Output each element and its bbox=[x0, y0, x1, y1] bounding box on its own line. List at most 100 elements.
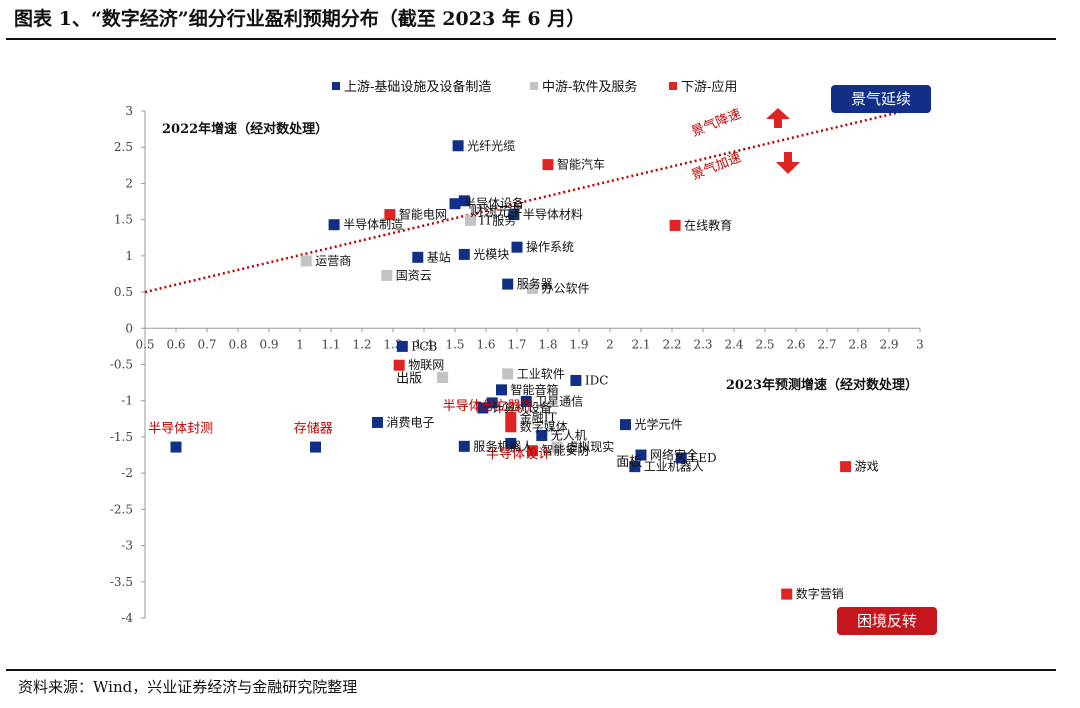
data-point bbox=[635, 449, 647, 461]
quadrant-badge: 困境反转 bbox=[837, 607, 937, 635]
data-label: 半导体设备 bbox=[464, 197, 524, 211]
data-label: 光学元件 bbox=[635, 417, 683, 432]
figure-title: 图表 1、“数字经济”细分行业盈利预期分布（截至 2023 年 6 月） bbox=[14, 8, 586, 30]
legend-label: 上游-基础设施及设备制造 bbox=[344, 79, 491, 95]
data-label: 服务器 bbox=[517, 276, 553, 291]
data-label: 光纤光缆 bbox=[467, 139, 515, 153]
legend-swatch bbox=[669, 82, 677, 90]
data-label: 工业机器人 bbox=[644, 460, 704, 474]
data-point bbox=[675, 452, 687, 464]
legend-item: 上游-基础设施及设备制造 bbox=[332, 79, 491, 95]
x-tick-label: 1.2 bbox=[352, 337, 371, 351]
y-tick-label: -3.5 bbox=[110, 575, 133, 589]
source-divider bbox=[6, 669, 1056, 671]
x-tick-label: 2.5 bbox=[755, 337, 774, 351]
data-point bbox=[505, 421, 517, 433]
x-tick-label: 2.1 bbox=[631, 337, 650, 351]
data-label: 光模块 bbox=[473, 247, 509, 261]
data-point bbox=[300, 255, 312, 267]
data-point bbox=[620, 419, 631, 431]
data-point bbox=[437, 372, 449, 384]
y-tick-label: 3 bbox=[125, 104, 133, 118]
chart-annotation: 景气降速 bbox=[689, 106, 743, 140]
data-point bbox=[542, 159, 554, 171]
x-tick-label: 0.5 bbox=[135, 337, 154, 351]
x-tick-label: 1.5 bbox=[445, 337, 464, 351]
data-point bbox=[669, 219, 681, 231]
chart-annotation: 半导体设计 bbox=[486, 447, 551, 462]
data-point bbox=[520, 395, 532, 407]
data-label: 物联网 bbox=[408, 358, 444, 372]
data-point bbox=[502, 368, 514, 380]
data-point bbox=[508, 209, 520, 221]
data-point bbox=[381, 269, 393, 281]
y-tick-label: -1.5 bbox=[110, 430, 133, 444]
data-point bbox=[396, 340, 408, 352]
data-label: 无人机 bbox=[551, 428, 587, 442]
x-tick-label: 1.6 bbox=[476, 337, 495, 351]
data-label: 消费电子 bbox=[387, 415, 435, 429]
x-tick-label: 0.9 bbox=[259, 337, 278, 351]
data-point bbox=[840, 461, 852, 473]
data-label: 智能汽车 bbox=[557, 157, 605, 172]
legend-swatch bbox=[530, 82, 538, 90]
y-tick-label: -0.5 bbox=[110, 358, 133, 372]
data-point bbox=[511, 241, 523, 253]
badge-label: 困境反转 bbox=[857, 612, 917, 630]
x-tick-label: 3 bbox=[916, 337, 924, 351]
data-point bbox=[477, 402, 489, 414]
chart-annotation: 面板 bbox=[616, 455, 642, 470]
x-tick-label: 0.8 bbox=[228, 337, 247, 351]
x-tick-label: 2.8 bbox=[848, 337, 867, 351]
chart-annotation: 财领元宇 bbox=[471, 205, 523, 220]
quadrant-badge: 景气延续 bbox=[831, 85, 931, 113]
data-label: 工业软件 bbox=[517, 367, 565, 381]
data-point bbox=[629, 461, 641, 473]
data-point bbox=[536, 429, 548, 441]
data-point bbox=[328, 219, 340, 231]
data-point bbox=[502, 278, 514, 290]
x-tick-label: 2.4 bbox=[724, 337, 743, 351]
arrow-up-icon bbox=[766, 108, 790, 128]
data-label: IT服务 bbox=[480, 212, 517, 227]
legend-item: 中游-软件及服务 bbox=[530, 79, 637, 95]
x-tick-label: 1.9 bbox=[569, 337, 588, 351]
data-point bbox=[170, 441, 182, 453]
chart-annotation: 景气加速 bbox=[689, 149, 743, 183]
badge-label: 景气延续 bbox=[851, 90, 911, 108]
x-tick-label: 2.9 bbox=[879, 337, 898, 351]
arrow-down-icon bbox=[776, 152, 800, 174]
y-tick-label: 1 bbox=[125, 249, 133, 263]
data-label: 国资云 bbox=[396, 268, 432, 282]
x-tick-label: 1.8 bbox=[538, 337, 557, 351]
data-label: 金融IT bbox=[520, 409, 557, 424]
data-point bbox=[505, 411, 517, 423]
y-tick-label: 2 bbox=[125, 176, 133, 190]
x-tick-label: 2.7 bbox=[817, 337, 836, 351]
source-note: 资料来源：Wind，兴业证券经济与金融研究院整理 bbox=[18, 678, 358, 696]
badge-background bbox=[831, 85, 931, 113]
x-tick-label: 1 bbox=[296, 337, 304, 351]
x-tick-label: 2.2 bbox=[662, 337, 681, 351]
x-tick-label: 1.4 bbox=[414, 337, 433, 351]
trend-line-group bbox=[144, 109, 905, 294]
y-tick-label: -3 bbox=[121, 539, 133, 553]
data-point bbox=[527, 282, 538, 294]
data-point bbox=[458, 248, 470, 260]
data-point bbox=[505, 437, 517, 449]
chart-annotation: 出版 bbox=[396, 372, 422, 387]
y-tick-label: -1 bbox=[121, 394, 133, 408]
y-tick-label: 1.5 bbox=[114, 213, 133, 227]
data-point bbox=[551, 441, 563, 453]
data-label: 虚拟现实 bbox=[566, 439, 614, 454]
trend-line bbox=[144, 109, 905, 294]
x-tick-label: 1.1 bbox=[321, 337, 340, 351]
data-point bbox=[781, 588, 793, 600]
data-label: LED bbox=[690, 451, 716, 465]
data-label: 卫星通信 bbox=[535, 394, 583, 408]
data-point bbox=[452, 140, 464, 152]
data-point bbox=[570, 374, 582, 386]
x-tick-label: 1.7 bbox=[507, 337, 526, 351]
